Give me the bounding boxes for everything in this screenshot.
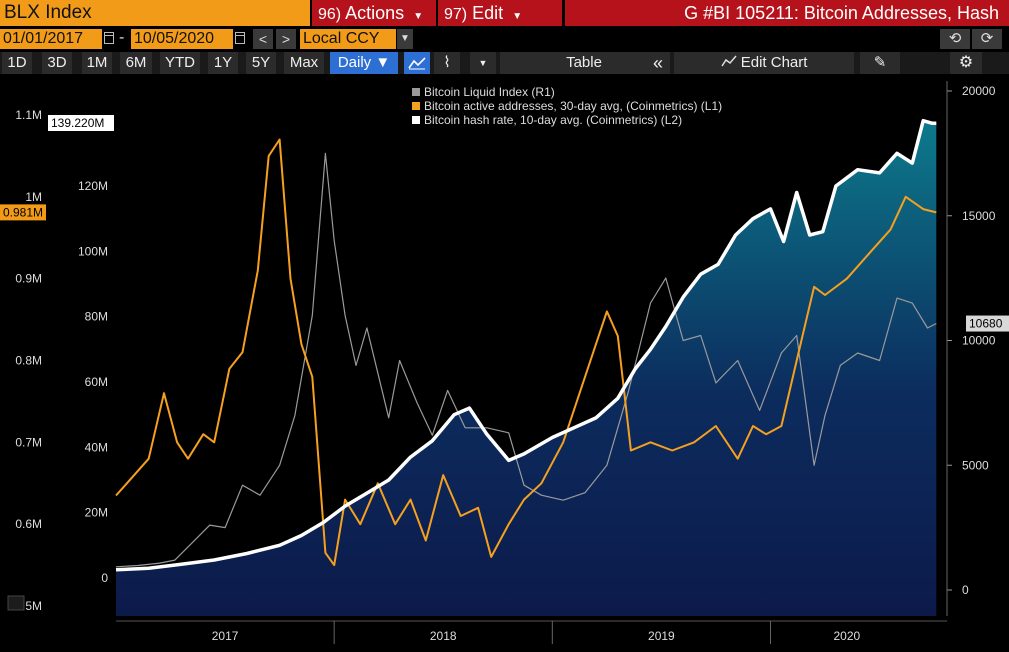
candlestick-icon[interactable]: ⌇ xyxy=(434,52,460,74)
x-tick-label: 2020 xyxy=(833,629,860,643)
edit-menu-label: Edit xyxy=(472,3,504,23)
end-date-field[interactable]: 10/05/2020 xyxy=(131,29,233,49)
period-3d-button[interactable]: 3D xyxy=(42,52,72,74)
period-1d-button[interactable]: 1D xyxy=(2,52,32,74)
period-6m-button[interactable]: 6M xyxy=(120,52,152,74)
x-tick-label: 2019 xyxy=(648,629,675,643)
calendar-icon[interactable] xyxy=(235,32,245,44)
liquid-index-last-value-bg xyxy=(966,315,1009,332)
chart-svg[interactable]: 1.1M1M0.9M0.8M0.7M0.6M0.5M120M100M80M60M… xyxy=(0,76,1009,647)
l2-tick-label: 40M xyxy=(85,440,108,454)
legend-label-liquid-index: Bitcoin Liquid Index (R1) xyxy=(424,85,555,99)
function-title: G #BI 105211: Bitcoin Addresses, Hash xyxy=(565,0,1009,26)
undo-icon[interactable]: ⟲ xyxy=(940,29,970,49)
actions-menu-label: Actions xyxy=(345,3,405,23)
active-addresses-line xyxy=(115,138,937,567)
period-max-button[interactable]: Max xyxy=(284,52,324,74)
l2-tick-label: 20M xyxy=(85,506,108,520)
l1-tick-label: 1M xyxy=(25,190,42,204)
l2-tick-label: 100M xyxy=(78,244,108,258)
ticker-field[interactable]: BLX Index xyxy=(0,0,310,26)
edit-menu-number: 97) xyxy=(444,6,468,23)
l1-tick-label: 0.8M xyxy=(15,354,42,368)
liquid-index-line xyxy=(115,152,937,568)
legend-box xyxy=(405,82,785,132)
collapse-icon[interactable]: « xyxy=(646,52,670,74)
period-1m-button[interactable]: 1M xyxy=(82,52,112,74)
l1-tick-label: 0.9M xyxy=(15,272,42,286)
actions-menu-number: 96) xyxy=(318,6,342,23)
chevron-down-icon: ▼ xyxy=(413,11,424,22)
actions-menu[interactable]: 96) Actions ▼ xyxy=(312,0,436,26)
calendar-icon[interactable] xyxy=(104,32,114,44)
x-tick-label: 2018 xyxy=(430,629,457,643)
r1-tick-label: 0 xyxy=(962,583,969,597)
period-1y-button[interactable]: 1Y xyxy=(208,52,238,74)
l1-tick-label: 0.6M xyxy=(15,517,42,531)
legend-swatch-active-addresses xyxy=(412,102,420,110)
chevron-down-icon[interactable]: ▼ xyxy=(397,29,413,49)
next-period-button[interactable]: > xyxy=(276,29,296,49)
date-range-bar xyxy=(0,28,1009,50)
r1-tick-label: 10000 xyxy=(962,334,996,348)
hash-rate-area xyxy=(116,120,937,616)
l2-tick-label: 60M xyxy=(85,375,108,389)
hash-rate-line xyxy=(115,118,937,572)
r1-tick-label: 15000 xyxy=(962,209,996,223)
x-axis-band xyxy=(0,621,1009,647)
chart-options-icon[interactable] xyxy=(7,595,25,611)
chart-area[interactable]: 1.1M 1M 0.9M 0.8M 0.7M 0.6M 0.5M 120M 100M 80M 60M… xyxy=(0,76,1009,647)
l2-tick-label: 120M xyxy=(78,179,108,193)
legend-swatch-hash-rate xyxy=(412,116,420,124)
period-5y-button[interactable]: 5Y xyxy=(246,52,276,74)
table-button[interactable]: Table xyxy=(500,52,668,74)
start-date-field[interactable]: 01/01/2017 xyxy=(0,29,102,49)
chevron-down-icon[interactable]: ▼ xyxy=(470,52,496,74)
frequency-dropdown[interactable]: Daily ▼ xyxy=(330,52,398,74)
period-ytd-button[interactable]: YTD xyxy=(160,52,200,74)
currency-select[interactable]: Local CCY xyxy=(300,29,396,49)
x-tick-label: 2017 xyxy=(212,629,239,643)
previous-period-button[interactable]: < xyxy=(253,29,273,49)
l1-tick-label: 0.7M xyxy=(15,435,42,449)
active-addresses-last-value-bg xyxy=(0,204,46,221)
edit-chart-label: Edit Chart xyxy=(740,54,808,71)
settings-gear-icon[interactable]: ⚙ xyxy=(950,52,982,74)
hash-rate-last-value: 139.220M xyxy=(51,116,104,130)
legend-label-active-addresses: Bitcoin active addresses, 30-day avg, (C… xyxy=(424,99,722,113)
liquid-index-last-value: 10680 xyxy=(969,317,1003,331)
l2-tick-label: 0 xyxy=(101,571,108,585)
edit-chart-button[interactable]: Edit Chart xyxy=(674,52,854,74)
edit-chart-icon xyxy=(720,54,741,71)
r1-tick-label: 20000 xyxy=(962,84,996,98)
legend-swatch-liquid-index xyxy=(412,88,420,96)
hash-rate-last-value-bg xyxy=(48,115,114,131)
redo-icon[interactable]: ⟳ xyxy=(972,29,1002,49)
active-addresses-last-value: 0.981M xyxy=(3,205,43,219)
annotate-icon[interactable]: ✎ xyxy=(860,52,900,74)
range-dash: - xyxy=(119,29,125,46)
l2-tick-label: 80M xyxy=(85,310,108,324)
l1-tick-label: 1.1M xyxy=(15,108,42,122)
r1-tick-label: 5000 xyxy=(962,458,989,472)
line-chart-icon[interactable] xyxy=(404,52,430,74)
chevron-down-icon: ▼ xyxy=(512,11,523,22)
legend-label-hash-rate: Bitcoin hash rate, 10-day avg. (Coinmetr… xyxy=(424,113,682,127)
edit-menu[interactable]: 97) Edit ▼ xyxy=(438,0,562,26)
